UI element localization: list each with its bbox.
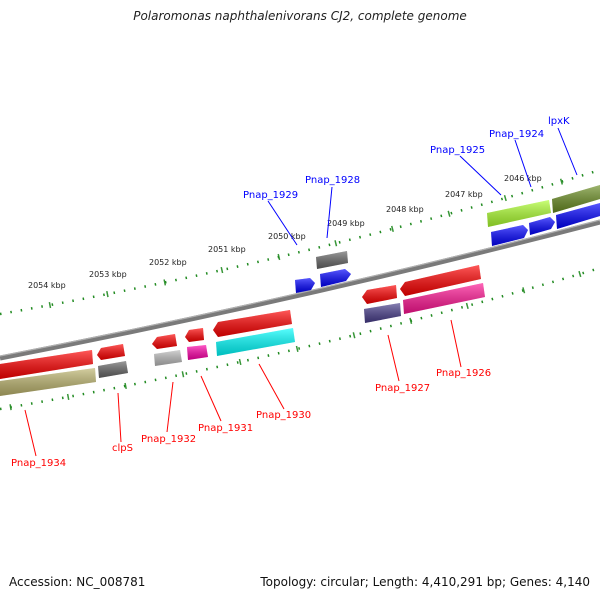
scale-label: 2053 kbp (89, 270, 127, 279)
scale-label: 2051 kbp (208, 245, 246, 254)
gene-dark-gray-2[interactable] (316, 251, 348, 269)
accession-text: Accession: NC_008781 (9, 575, 146, 589)
reverse-leaders (24, 319, 462, 457)
genome-summary-text: Topology: circular; Length: 4,410,291 bp… (260, 575, 590, 589)
gene-label[interactable]: Pnap_1924 (489, 129, 544, 140)
gene-label[interactable]: Pnap_1926 (436, 368, 491, 379)
gene-label[interactable]: Pnap_1929 (243, 190, 298, 201)
gene-label[interactable]: Pnap_1932 (141, 434, 196, 445)
gene-magenta[interactable] (187, 345, 208, 360)
gene-Pnap_1927[interactable] (362, 285, 397, 304)
gene-Pnap_1932[interactable] (152, 334, 177, 349)
scale-label: 2050 kbp (268, 232, 306, 241)
gene-label[interactable]: lpxK (548, 116, 570, 127)
gene-label[interactable]: Pnap_1934 (11, 458, 66, 469)
gene-features (0, 185, 600, 396)
scale-label: 2047 kbp (445, 190, 483, 199)
gene-label[interactable]: Pnap_1925 (430, 145, 485, 156)
gene-label[interactable]: clpS (112, 443, 133, 454)
gene-navy[interactable] (364, 303, 401, 323)
gene-label[interactable]: Pnap_1931 (198, 423, 253, 434)
reverse-labels: Pnap_1934 clpS Pnap_1932 Pnap_1931 Pnap_… (11, 368, 491, 469)
gene-clpS[interactable] (97, 344, 125, 360)
upper-scale-track (0, 168, 600, 316)
forward-leaders (267, 127, 578, 246)
scale-label: 2054 kbp (28, 281, 66, 290)
scale-labels: 2054 kbp 2053 kbp 2052 kbp 2051 kbp 2050… (28, 174, 542, 290)
map-title: Polaromonas naphthalenivorans CJ2, compl… (133, 9, 467, 23)
gene-label[interactable]: Pnap_1928 (305, 175, 360, 186)
gene-label[interactable]: Pnap_1927 (375, 383, 430, 394)
scale-label: 2049 kbp (327, 219, 365, 228)
gene-Pnap_1931[interactable] (185, 328, 204, 342)
forward-labels: Pnap_1929 Pnap_1928 Pnap_1925 Pnap_1924 … (243, 116, 570, 201)
scale-label: 2048 kbp (386, 205, 424, 214)
scale-label: 2052 kbp (149, 258, 187, 267)
scale-label: 2046 kbp (504, 174, 542, 183)
gene-dark-gray-1[interactable] (98, 361, 128, 378)
gene-label[interactable]: Pnap_1930 (256, 410, 311, 421)
gene-light-gray[interactable] (154, 350, 182, 366)
